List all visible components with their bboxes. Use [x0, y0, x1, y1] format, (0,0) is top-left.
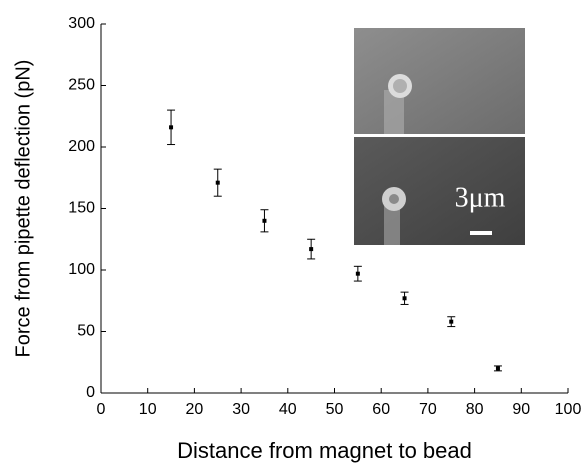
y-tick-label: 150	[68, 200, 95, 217]
y-tick-label: 200	[68, 138, 95, 155]
x-tick-label: 40	[279, 401, 297, 418]
y-axis-label: Force from pipette deflection (pN)	[12, 60, 34, 358]
inset-scale-label: 3μm	[455, 182, 506, 213]
point	[262, 218, 267, 223]
point	[215, 180, 220, 185]
point	[449, 319, 454, 324]
x-tick-label: 60	[372, 401, 390, 418]
point	[355, 271, 360, 276]
y-tick-label: 250	[68, 77, 95, 94]
y-tick-label: 300	[68, 15, 95, 32]
point	[309, 247, 314, 252]
x-tick-label: 70	[419, 401, 437, 418]
x-tick-label: 100	[555, 401, 582, 418]
x-tick-label: 80	[466, 401, 484, 418]
inset-image: 3μm	[354, 28, 525, 245]
x-tick-label: 50	[326, 401, 344, 418]
point	[402, 296, 407, 301]
x-tick-label: 20	[186, 401, 204, 418]
x-tick-label: 0	[97, 401, 106, 418]
y-tick-label: 0	[86, 384, 95, 401]
x-axis-label: Distance from magnet to bead	[177, 438, 472, 463]
x-tick-label: 30	[232, 401, 250, 418]
point	[495, 366, 500, 371]
point	[169, 125, 174, 130]
x-tick-label: 10	[139, 401, 157, 418]
y-tick-label: 50	[77, 323, 95, 340]
x-tick-label: 90	[512, 401, 530, 418]
y-tick-label: 100	[68, 261, 95, 278]
